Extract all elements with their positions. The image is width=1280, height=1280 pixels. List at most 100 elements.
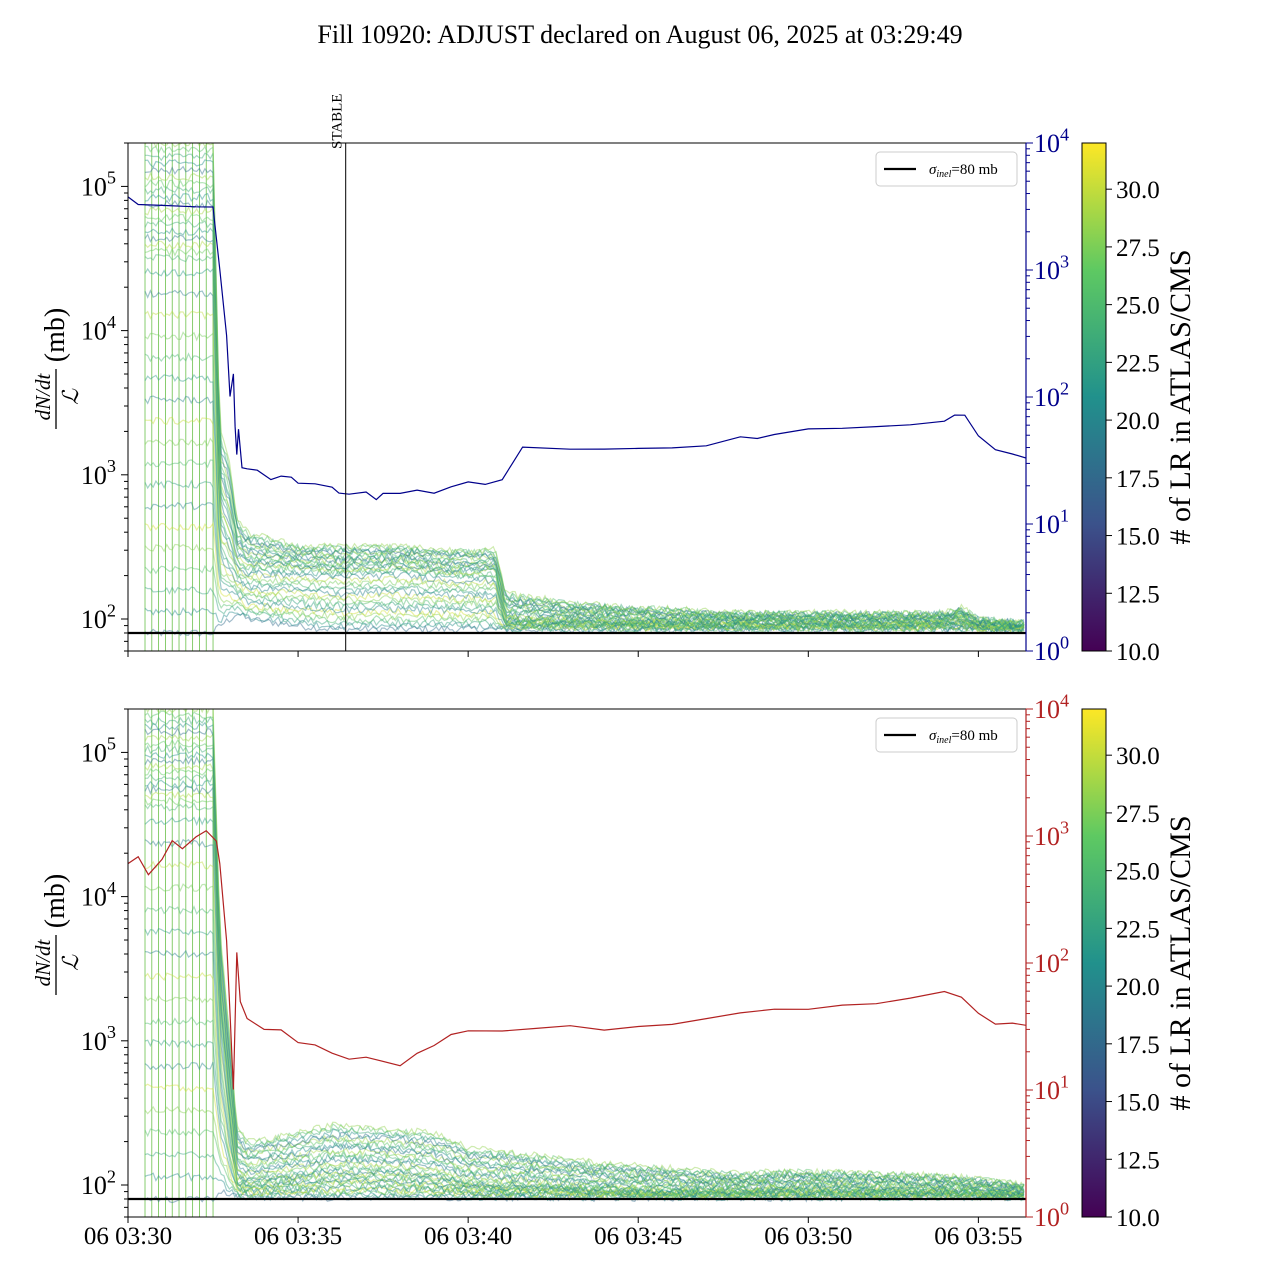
loss-rate-line xyxy=(144,1016,1025,1200)
loss-rate-line xyxy=(144,373,1025,633)
secondary-y-tick-label: 102 xyxy=(1034,944,1069,978)
loss-rate-line xyxy=(144,732,1025,1190)
loss-rate-line xyxy=(144,773,1025,1194)
figure-title: Fill 10920: ADJUST declared on August 06… xyxy=(317,20,963,49)
loss-rate-line xyxy=(144,254,1025,631)
y-tick-label: 103 xyxy=(81,456,116,490)
injection-spikes xyxy=(144,709,214,1217)
loss-rate-line xyxy=(144,310,1025,633)
loss-rate-line xyxy=(144,791,1025,1195)
secondary-y-tick-label: 100 xyxy=(1034,632,1069,666)
x-tick-label: 06 03:30 xyxy=(84,1223,172,1250)
loss-rate-line xyxy=(144,437,1025,633)
y-axis-label: dN/dt ℒ (mb) xyxy=(31,874,83,995)
loss-rate-line xyxy=(144,171,1025,628)
loss-rate-line xyxy=(144,802,1025,1196)
loss-rate-line xyxy=(144,416,1025,632)
loss-rate-line xyxy=(144,395,1025,633)
loss-rate-line xyxy=(144,226,1025,630)
secondary-y-tick-label: 101 xyxy=(1034,1071,1069,1105)
loss-rate-line xyxy=(144,564,1025,634)
colorbar-tick-label: 17.5 xyxy=(1116,466,1160,493)
loss-rate-line xyxy=(144,972,1025,1199)
loss-rate-line xyxy=(144,751,1025,1191)
y-axis-label-denominator: ℒ xyxy=(58,388,83,405)
loss-rate-line xyxy=(144,159,1025,628)
y-axis-label: dN/dt ℒ (mb) xyxy=(31,308,83,429)
loss-rate-line xyxy=(144,784,1025,1196)
y-tick-label: 105 xyxy=(81,168,116,202)
colorbar-tick-label: 10.0 xyxy=(1116,1205,1160,1232)
colorbar-tick-label: 15.0 xyxy=(1116,1090,1160,1117)
plot-area xyxy=(128,709,1026,1217)
loss-rate-line xyxy=(144,205,1025,629)
loss-rate-line xyxy=(145,709,1025,1189)
secondary-y-tick-label: 103 xyxy=(1034,251,1069,285)
secondary-y-tick-label: 104 xyxy=(1034,690,1069,724)
y-axis-label-unit: (mb) xyxy=(40,874,71,928)
colorbar-tick-label: 25.0 xyxy=(1116,293,1160,320)
secondary-y-tick-label: 100 xyxy=(1034,1198,1069,1232)
loss-rate-line xyxy=(144,715,1025,1190)
loss-rate-line xyxy=(144,521,1025,634)
loss-rate-line xyxy=(144,179,1025,625)
loss-rate-line xyxy=(144,192,1025,629)
colorbar-tick-label: 15.0 xyxy=(1116,524,1160,551)
loss-rate-line xyxy=(144,459,1025,633)
x-tick-label: 06 03:45 xyxy=(594,1223,682,1250)
loss-rate-line xyxy=(144,710,1025,1189)
loss-rate-line xyxy=(144,744,1025,1191)
x-tick-label: 06 03:50 xyxy=(764,1223,852,1250)
colorbar-tick-label: 17.5 xyxy=(1116,1032,1160,1059)
colorbar-tick-label: 20.0 xyxy=(1116,974,1160,1001)
loss-rate-line xyxy=(144,1127,1025,1202)
loss-rate-line xyxy=(144,883,1025,1199)
loss-rate-line xyxy=(144,267,1025,632)
loss-rate-line xyxy=(145,199,1025,629)
loss-rate-line xyxy=(144,778,1025,1196)
x-tick-label: 06 03:35 xyxy=(254,1223,342,1250)
loss-rate-line xyxy=(144,727,1025,1191)
y-axis-label-numerator: dN/dt xyxy=(31,373,55,421)
loss-rate-line xyxy=(144,233,1025,629)
legend-label: σinel=80 mb xyxy=(929,162,998,180)
secondary-y-tick-label: 104 xyxy=(1034,124,1069,158)
loss-rate-line xyxy=(144,762,1025,1193)
loss-rate-lines xyxy=(144,143,1025,638)
loss-rate-line xyxy=(144,994,1025,1200)
loss-rate-line xyxy=(144,186,1025,629)
colorbar-tick-label: 22.5 xyxy=(1116,916,1160,943)
legend: σinel=80 mb xyxy=(875,151,1018,187)
colorbar: 10.0 12.5 15.0 17.5 20.0 22.5 25.0 27.5 30.0 # of… xyxy=(1081,708,1197,1232)
loss-rate-line xyxy=(144,165,1025,627)
legend-label: σinel=80 mb xyxy=(929,728,998,746)
loss-rate-line xyxy=(144,213,1025,629)
legend: σinel=80 mb xyxy=(875,717,1018,753)
y-tick-label: 102 xyxy=(81,1166,116,1200)
loss-rate-line xyxy=(144,721,1025,1189)
loss-rate-line xyxy=(144,1083,1025,1202)
y-axis-label-numerator: dN/dt xyxy=(31,939,55,987)
colorbar-tick-label: 30.0 xyxy=(1116,743,1160,770)
colorbar-tick-label: 10.0 xyxy=(1116,639,1160,666)
loss-rate-line xyxy=(144,543,1025,633)
loss-rate-line xyxy=(144,352,1025,632)
loss-rate-line xyxy=(144,905,1025,1198)
loss-rate-line xyxy=(144,501,1025,634)
legend-box xyxy=(875,717,1018,753)
loss-rate-line xyxy=(144,1151,1025,1202)
colorbar-tick-label: 22.5 xyxy=(1116,350,1160,377)
y-axis-label-unit: (mb) xyxy=(40,308,71,362)
colorbar: 10.0 12.5 15.0 17.5 20.0 22.5 25.0 27.5 30.0 # of… xyxy=(1081,142,1197,666)
colorbar-tick-label: 20.0 xyxy=(1116,408,1160,435)
colorbar-tick-label: 25.0 xyxy=(1116,859,1160,886)
loss-rate-line xyxy=(144,768,1025,1192)
colorbar-gradient xyxy=(1081,142,1107,652)
colorbar-tick-label: 12.5 xyxy=(1116,581,1160,608)
y-tick-label: 104 xyxy=(81,312,116,346)
loss-rate-line xyxy=(144,838,1025,1198)
loss-rate-line xyxy=(144,1061,1025,1201)
secondary-ratio-line xyxy=(128,829,1026,1090)
loss-rate-line xyxy=(144,289,1025,631)
